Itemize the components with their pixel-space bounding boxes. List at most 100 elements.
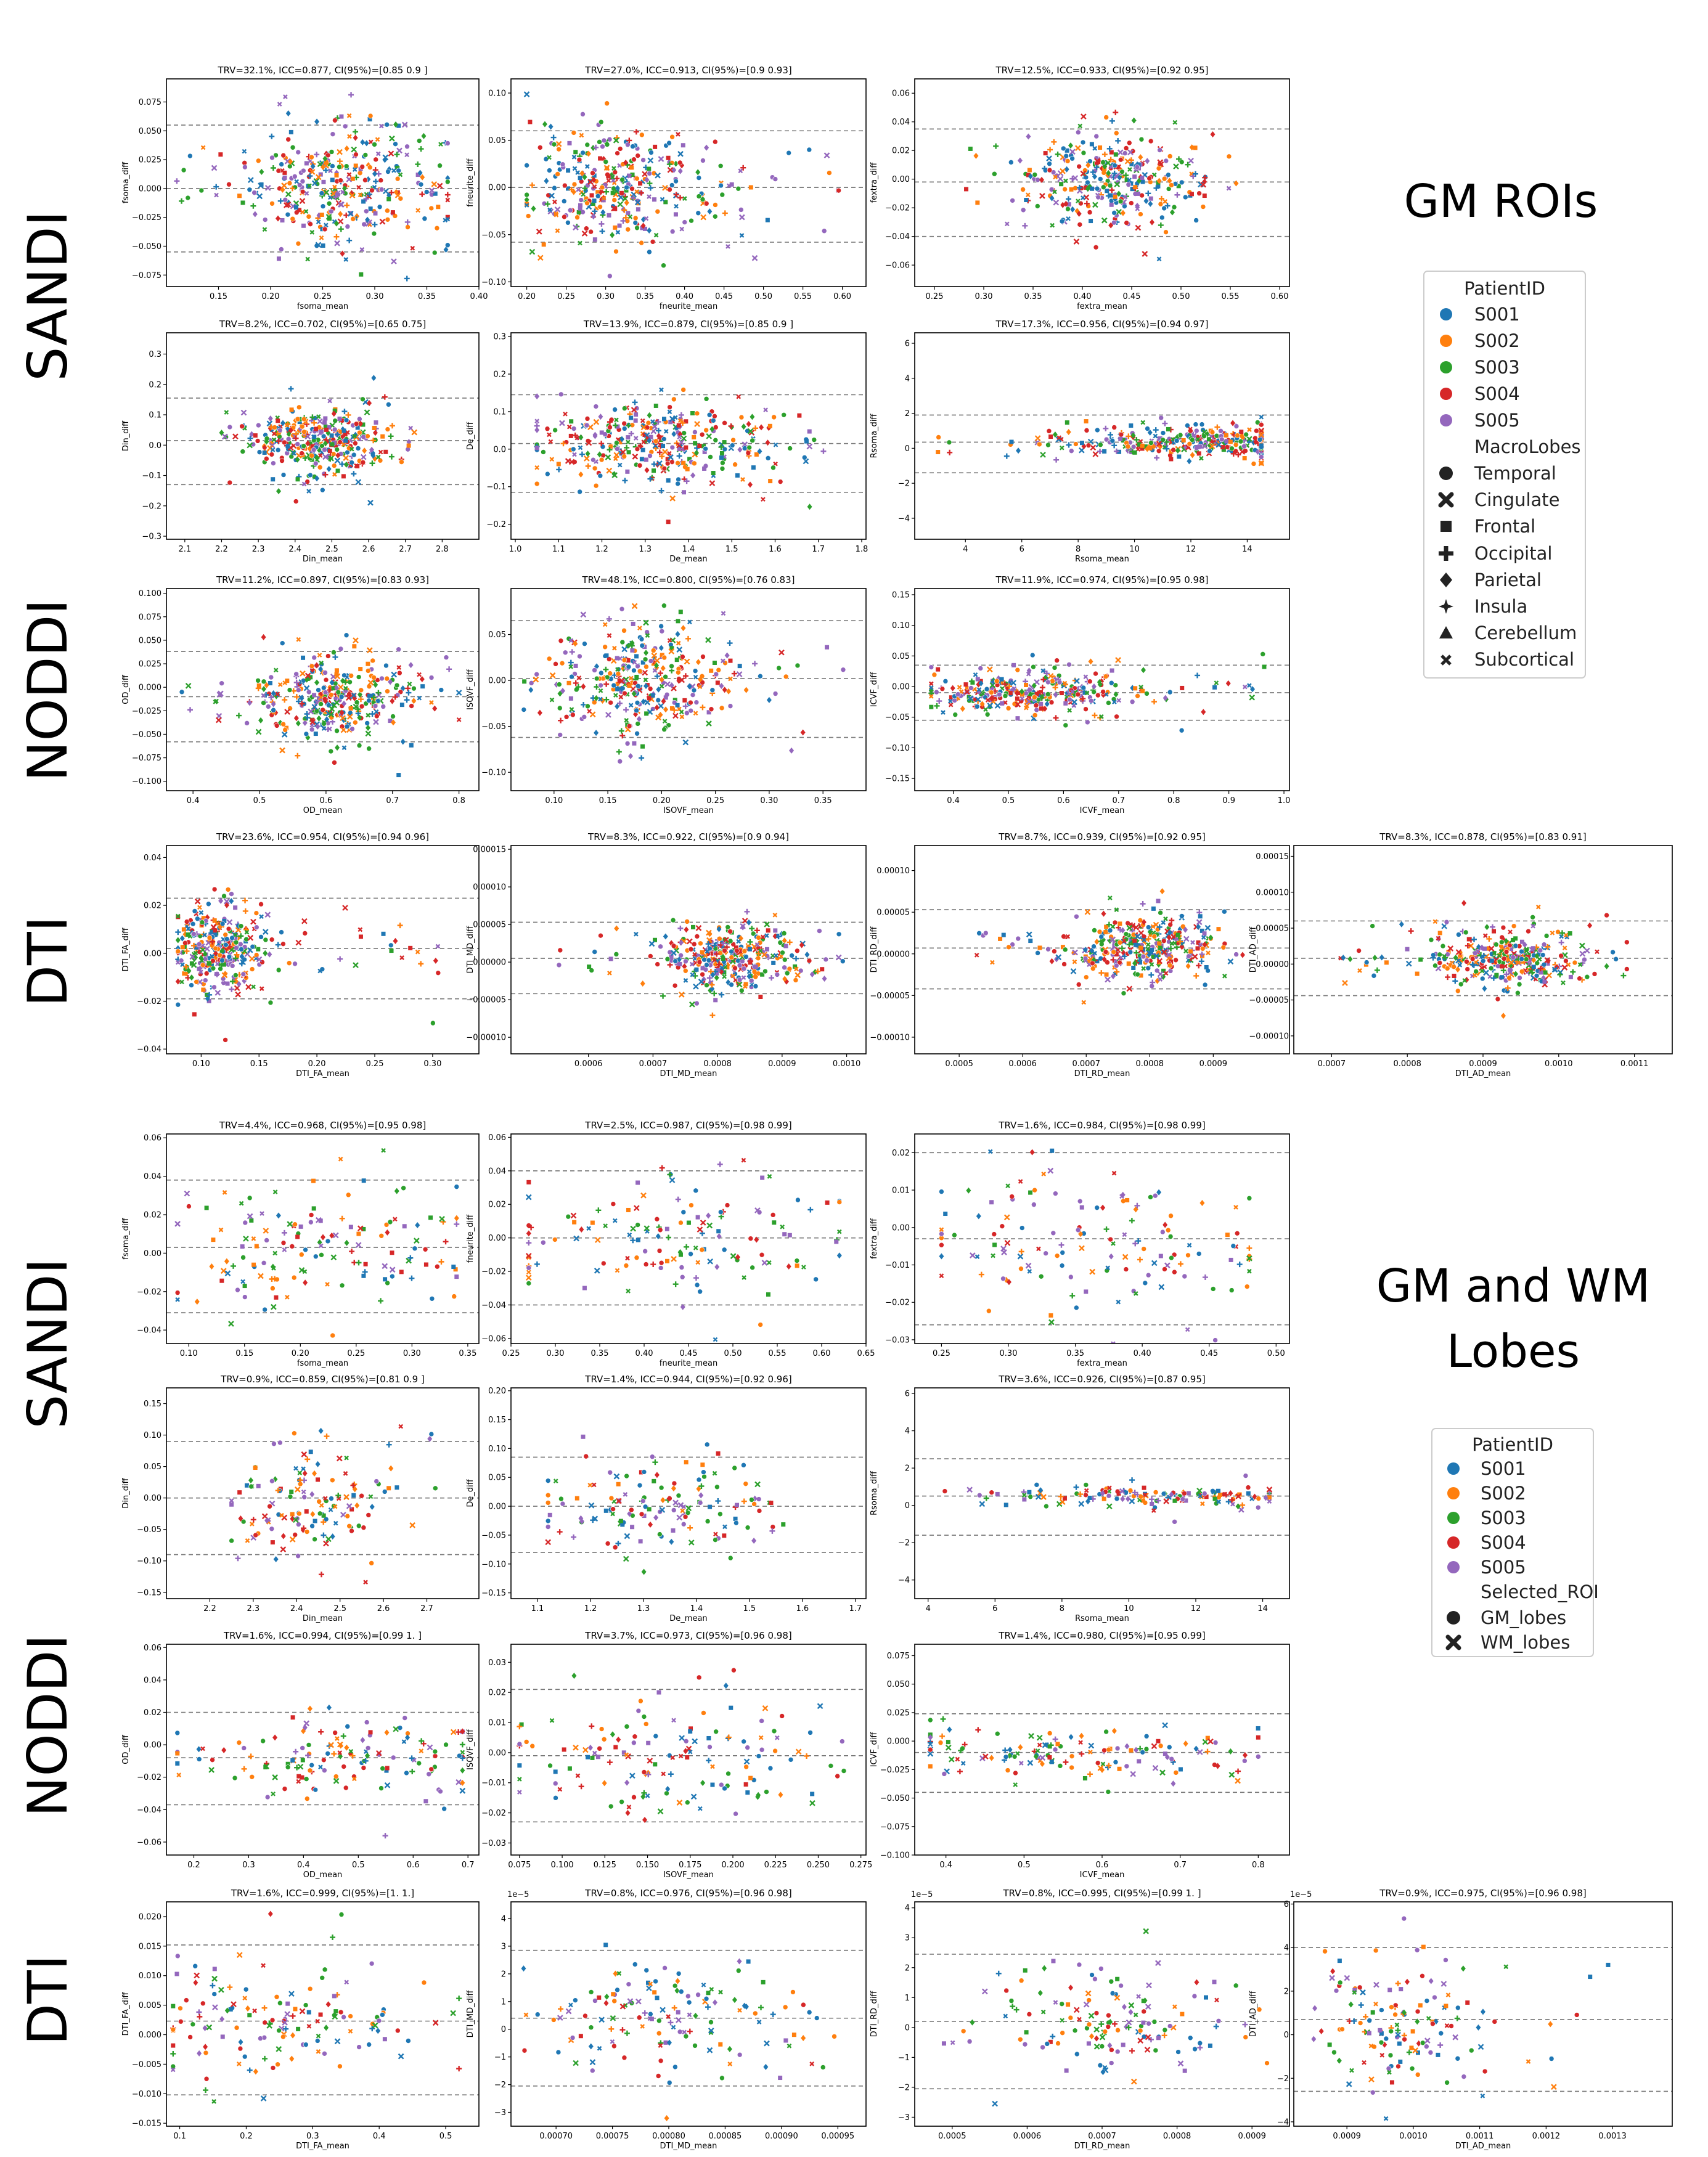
data-point bbox=[572, 166, 578, 171]
data-point bbox=[210, 939, 216, 945]
data-point bbox=[1202, 931, 1207, 936]
data-point bbox=[1145, 965, 1151, 971]
data-point bbox=[1151, 934, 1158, 939]
data-point bbox=[337, 149, 343, 155]
data-point bbox=[359, 272, 364, 277]
data-point bbox=[665, 457, 670, 462]
data-point bbox=[1191, 433, 1197, 438]
scatter-panel: TRV=11.9%, ICC=0.974, CI(95%)=[0.95 0.98… bbox=[870, 574, 1290, 815]
data-point bbox=[1114, 952, 1119, 957]
data-point bbox=[335, 689, 341, 695]
data-point bbox=[942, 679, 949, 684]
data-point bbox=[592, 184, 597, 189]
data-point bbox=[784, 970, 790, 976]
data-point bbox=[635, 663, 640, 669]
data-point bbox=[312, 434, 317, 439]
data-point bbox=[341, 428, 346, 433]
data-point bbox=[1488, 945, 1495, 952]
data-point bbox=[374, 709, 379, 714]
data-point bbox=[928, 694, 934, 699]
data-point bbox=[727, 640, 733, 646]
data-point bbox=[343, 455, 349, 461]
data-point bbox=[338, 226, 344, 232]
data-point bbox=[1133, 686, 1138, 691]
data-point bbox=[1163, 199, 1168, 204]
data-point bbox=[1100, 160, 1106, 165]
data-point bbox=[1190, 940, 1195, 945]
data-point bbox=[659, 435, 664, 440]
data-point bbox=[175, 1001, 181, 1008]
data-point bbox=[1482, 946, 1487, 951]
data-point bbox=[1151, 699, 1158, 705]
data-point bbox=[528, 680, 534, 686]
data-point bbox=[706, 433, 713, 439]
data-point bbox=[268, 415, 273, 422]
data-point bbox=[663, 674, 668, 680]
data-point bbox=[1091, 944, 1097, 950]
data-point bbox=[742, 441, 748, 448]
data-point bbox=[549, 697, 555, 703]
data-point bbox=[219, 958, 225, 963]
data-point bbox=[673, 178, 679, 184]
data-point bbox=[242, 908, 248, 914]
data-point bbox=[1199, 928, 1204, 933]
data-point bbox=[644, 216, 649, 221]
data-point bbox=[647, 185, 653, 191]
data-point bbox=[607, 971, 612, 976]
data-point bbox=[1479, 976, 1485, 982]
data-point bbox=[212, 918, 217, 923]
data-point bbox=[1011, 686, 1017, 691]
data-point bbox=[746, 444, 752, 451]
data-point bbox=[578, 240, 582, 246]
data-point bbox=[1080, 139, 1086, 145]
data-point bbox=[232, 433, 239, 440]
data-point bbox=[337, 218, 344, 225]
plot-frame bbox=[914, 845, 1290, 1054]
data-point bbox=[642, 171, 648, 177]
data-point bbox=[234, 952, 240, 958]
data-point bbox=[669, 444, 676, 451]
data-point bbox=[1150, 924, 1156, 929]
data-point bbox=[1193, 145, 1198, 150]
point-layer bbox=[175, 886, 441, 1043]
data-point bbox=[661, 603, 667, 609]
data-point bbox=[202, 977, 208, 983]
data-point bbox=[204, 945, 210, 952]
data-point bbox=[317, 453, 323, 458]
data-point bbox=[724, 652, 730, 659]
data-point bbox=[541, 242, 546, 247]
data-point bbox=[727, 703, 733, 709]
x-tick-label: 0.8 bbox=[1167, 796, 1180, 805]
data-point bbox=[360, 454, 367, 460]
data-point bbox=[607, 273, 613, 279]
data-point bbox=[584, 422, 590, 428]
data-point bbox=[409, 703, 414, 709]
data-point bbox=[767, 423, 772, 428]
x-tick-label: 0.15 bbox=[210, 292, 227, 301]
data-point bbox=[1212, 685, 1217, 690]
data-point bbox=[1092, 202, 1098, 208]
data-point bbox=[555, 141, 562, 147]
data-point bbox=[690, 411, 695, 416]
data-point bbox=[201, 916, 206, 921]
data-point bbox=[973, 152, 979, 159]
data-point bbox=[1543, 933, 1550, 939]
data-point bbox=[1147, 429, 1153, 436]
data-point bbox=[704, 962, 709, 968]
data-point bbox=[1083, 974, 1089, 980]
data-point bbox=[214, 972, 219, 977]
data-point bbox=[680, 387, 686, 393]
data-point bbox=[611, 166, 616, 171]
data-point bbox=[629, 643, 635, 649]
data-point bbox=[456, 690, 462, 696]
data-point bbox=[984, 686, 990, 692]
data-point bbox=[364, 208, 369, 214]
legend-gm-group-label: Parietal bbox=[1474, 569, 1542, 590]
data-point bbox=[327, 216, 332, 221]
data-point bbox=[967, 695, 974, 702]
data-point bbox=[721, 940, 727, 947]
x-tick-label: 0.35 bbox=[418, 292, 436, 301]
data-point bbox=[343, 163, 349, 169]
data-point bbox=[661, 698, 666, 704]
y-tick-label: 0.00 bbox=[892, 175, 910, 184]
